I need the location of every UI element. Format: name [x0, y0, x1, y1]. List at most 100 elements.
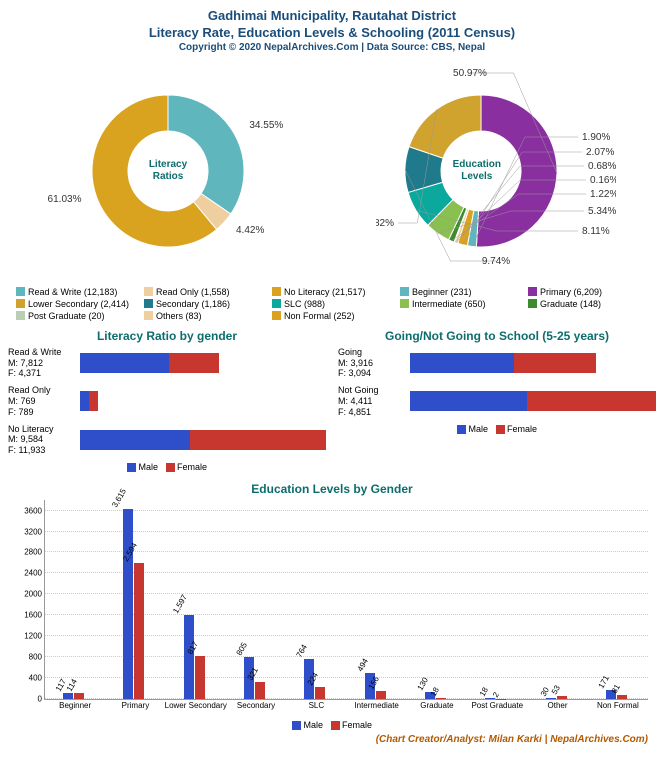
- vbar-value-label: 805: [235, 641, 249, 657]
- legend-label: Read & Write (12,183): [28, 287, 117, 297]
- vbar-female: 224: [315, 687, 325, 699]
- copyright-line: Copyright © 2020 NepalArchives.Com | Dat…: [8, 42, 656, 53]
- hbar-row: No LiteracyM: 9,584F: 11,933: [8, 424, 326, 456]
- legend-label: SLC (988): [284, 299, 325, 309]
- male-swatch: [457, 425, 466, 434]
- vbar-female: 2,594: [134, 563, 144, 700]
- legend-swatch: [16, 287, 25, 296]
- hbar-label: No LiteracyM: 9,584F: 11,933: [8, 424, 80, 456]
- xcat-label: Primary: [122, 699, 150, 710]
- ytick-label: 1600: [24, 611, 45, 620]
- svg-text:1.22%: 1.22%: [590, 189, 616, 200]
- svg-text:9.74%: 9.74%: [482, 256, 510, 267]
- hbar-row: GoingM: 3,916F: 3,094: [338, 347, 656, 379]
- hbar-female-seg: [169, 353, 219, 373]
- bar-group: 805321: [244, 657, 265, 699]
- legend-item: Post Graduate (20): [16, 311, 136, 321]
- hbar-male-seg: [80, 430, 190, 450]
- legend-item: Secondary (1,186): [144, 299, 264, 309]
- vbar-value-label: 130: [415, 676, 429, 692]
- male-swatch: [292, 721, 301, 730]
- legend-label: Primary (6,209): [540, 287, 602, 297]
- hbar-row: Read OnlyM: 769F: 789: [8, 385, 326, 417]
- xcat-label: Beginner: [59, 699, 91, 710]
- hbar-female-seg: [89, 391, 98, 411]
- hbar-male-seg: [80, 391, 89, 411]
- vbar-value-label: 53: [549, 684, 561, 696]
- svg-text:4.42%: 4.42%: [236, 225, 264, 236]
- svg-text:61.03%: 61.03%: [48, 194, 82, 205]
- edu-by-gender-chart: 0400800120016002000240028003200360011711…: [44, 500, 648, 700]
- legend-item: Intermediate (650): [400, 299, 520, 309]
- school-going-title: Going/Not Going to School (5-25 years): [338, 329, 656, 343]
- education-donut-center-label: Education Levels: [442, 159, 512, 183]
- hbar-label: Not GoingM: 4,411F: 4,851: [338, 385, 410, 417]
- ytick-label: 0: [38, 695, 45, 704]
- svg-text:0.16%: 0.16%: [590, 175, 616, 186]
- svg-text:19.82%: 19.82%: [376, 218, 394, 229]
- female-legend-label: Female: [177, 462, 207, 472]
- male-swatch: [127, 463, 136, 472]
- vbar-female: 817: [195, 656, 205, 699]
- vbar-value-label: 18: [478, 686, 490, 698]
- vbar-male: 1,597: [184, 615, 194, 699]
- female-swatch: [496, 425, 505, 434]
- svg-text:0.68%: 0.68%: [588, 161, 616, 172]
- hbar-label: Read & WriteM: 7,812F: 4,371: [8, 347, 80, 379]
- hbar-track: [80, 353, 326, 373]
- bar-group: 494156: [365, 673, 386, 699]
- vbar-female: 321: [255, 682, 265, 699]
- legend-swatch: [144, 287, 153, 296]
- literacy-donut-section: 34.55%4.42%61.03% Literacy Ratios: [8, 61, 328, 281]
- hbar-female-seg: [527, 391, 656, 411]
- male-legend-label: Male: [303, 720, 323, 730]
- legend-item: Others (83): [144, 311, 264, 321]
- male-legend-label: Male: [138, 462, 158, 472]
- legend-item: SLC (988): [272, 299, 392, 309]
- xcat-label: Graduate: [420, 699, 453, 710]
- legend-label: Non Formal (252): [284, 311, 355, 321]
- legend-label: Others (83): [156, 311, 202, 321]
- school-going-chart: GoingM: 3,916F: 3,094 Not GoingM: 4,411F:…: [338, 347, 656, 418]
- legend-label: No Literacy (21,517): [284, 287, 366, 297]
- svg-text:1.90%: 1.90%: [582, 132, 610, 143]
- ytick-label: 800: [29, 653, 45, 662]
- female-swatch: [331, 721, 340, 730]
- vbar-value-label: 114: [65, 678, 79, 694]
- male-legend-label: Male: [468, 424, 488, 434]
- legend-swatch: [144, 299, 153, 308]
- combined-legend: Read & Write (12,183)Read Only (1,558)No…: [8, 285, 656, 323]
- legend-label: Secondary (1,186): [156, 299, 230, 309]
- legend-item: No Literacy (21,517): [272, 287, 392, 297]
- legend-item: Beginner (231): [400, 287, 520, 297]
- legend-swatch: [144, 311, 153, 320]
- hbar-track: [410, 353, 656, 373]
- svg-text:2.07%: 2.07%: [586, 147, 614, 158]
- chart-credit: (Chart Creator/Analyst: Milan Karki | Ne…: [8, 730, 656, 745]
- hbar-row: Not GoingM: 4,411F: 4,851: [338, 385, 656, 417]
- hbar-male-seg: [410, 391, 527, 411]
- female-swatch: [166, 463, 175, 472]
- literacy-by-gender-title: Literacy Ratio by gender: [8, 329, 326, 343]
- edu-by-gender-section: Education Levels by Gender 0400800120016…: [8, 482, 656, 730]
- xcat-label: Other: [548, 699, 568, 710]
- legend-swatch: [400, 287, 409, 296]
- female-legend-label: Female: [342, 720, 372, 730]
- education-donut-section: 50.97%1.90%2.07%0.68%0.16%1.22%5.34%8.11…: [336, 61, 656, 281]
- legend-item: Graduate (148): [528, 299, 648, 309]
- infographic-root: Gadhimai Municipality, Rautahat District…: [0, 0, 664, 753]
- header: Gadhimai Municipality, Rautahat District…: [8, 8, 656, 53]
- vbar-female: 156: [376, 691, 386, 699]
- legend-swatch: [528, 287, 537, 296]
- bar-group: 13018: [425, 692, 446, 699]
- hbar-label: GoingM: 3,916F: 3,094: [338, 347, 410, 379]
- hbar-row: Read & WriteM: 7,812F: 4,371: [8, 347, 326, 379]
- legend-label: Lower Secondary (2,414): [28, 299, 129, 309]
- female-legend-label: Female: [507, 424, 537, 434]
- edu-gender-legend: Male Female: [8, 720, 656, 730]
- legend-swatch: [272, 287, 281, 296]
- legend-swatch: [16, 299, 25, 308]
- literacy-donut-wrap: 34.55%4.42%61.03% Literacy Ratios: [8, 61, 328, 281]
- donut-row: 34.55%4.42%61.03% Literacy Ratios 50.97%…: [8, 61, 656, 281]
- legend-item: Primary (6,209): [528, 287, 648, 297]
